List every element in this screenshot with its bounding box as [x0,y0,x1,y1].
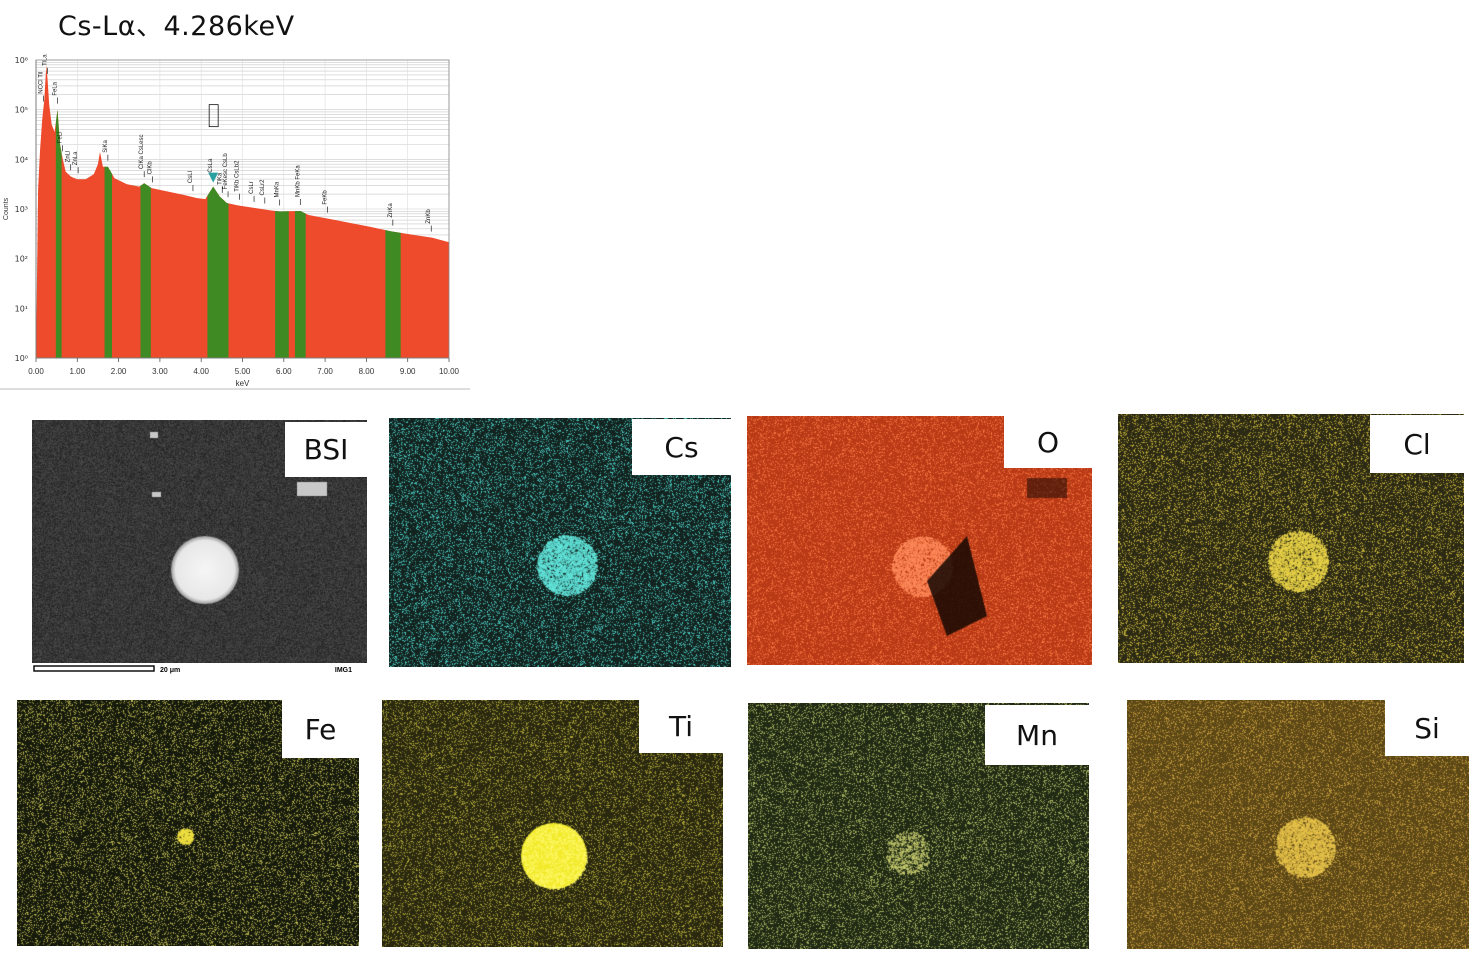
image-id-text: IMG1 [335,667,352,674]
x-tick-label: 1.00 [70,367,86,376]
y-tick-label: 10⁶ [15,56,28,65]
map-tile-si: Si [1127,700,1469,949]
x-tick-label: 4.00 [193,367,209,376]
map-label: Cl [1370,415,1464,473]
scale-bar: 20 μm IMG1 [33,665,352,674]
peak-label: FeKesc CsLb [223,153,229,190]
peak-label: ZnLa [73,151,79,165]
x-tick-label: 3.00 [152,367,168,376]
map-label: BSI [285,422,367,477]
peak-label: ZnKa [388,203,394,218]
peak-label: ClKa CsLesc [139,134,145,169]
peak-label: FeLl [57,132,63,144]
map-tile-o: O [747,416,1092,665]
peak-label: FeLa [52,81,58,95]
map-label: Ti [639,700,723,753]
map-label: Mn [985,705,1089,765]
scale-bar-text: 20 μm [160,667,180,674]
spectrum-area [36,65,449,358]
map-tile-cl: Cl [1118,414,1464,663]
peak-label: TiKa [217,172,223,185]
map-label: O [1004,416,1092,468]
page-title: Cs-Lα、4.286keV [58,11,295,42]
roi-band [140,65,151,358]
map-tile-ti: Ti [382,700,723,947]
peak-label: CsLl [188,171,194,183]
x-tick-label: 7.00 [317,367,333,376]
map-tile-fe: Fe [17,700,359,946]
x-tick-label: 9.00 [400,367,416,376]
y-tick-label: 10¹ [15,304,28,313]
map-label: Cs [632,419,731,475]
y-axis-label: Counts [3,197,10,220]
peak-label: SiKa [103,139,109,152]
y-tick-label: 10⁴ [15,155,28,164]
x-tick-label: 5.00 [235,367,251,376]
roi-band [55,65,62,358]
peak-label: ZnLl [66,151,72,163]
x-tick-label: 6.00 [276,367,292,376]
peak-label: CsLa [208,158,214,173]
selected-peak-marker [208,172,219,183]
map-label: Si [1385,700,1469,756]
peak-label: MnKb FeKa [295,165,301,197]
x-tick-label: 2.00 [111,367,127,376]
peak-label: MnKa [275,181,281,197]
tick-labels: 0.00 1.00 2.00 3.00 4.00 5.00 6.00 7.00 8.00 9.00… [0,56,470,390]
map-label: Fe [282,700,359,758]
map-tile-mn: Mn [748,703,1089,949]
x-axis-label: keV [236,379,250,388]
peak-label: TiKb CsLb2 [235,160,241,192]
peak-label: CsLr [249,181,255,194]
peak-label: NCCl Til [38,72,44,94]
y-tick-label: 10⁵ [15,106,28,115]
selected-peak-box [208,104,219,128]
y-tick-label: 10⁰ [15,354,28,363]
peak-label: ClKb [147,161,153,175]
peak-label: ZnKb [426,209,432,224]
peak-label: CsLr2 [260,179,266,196]
y-tick-label: 10² [15,255,28,264]
map-tile-bsi: BSI [32,420,367,663]
map-tile-cs: Cs [389,418,731,667]
y-tick-label: 10³ [15,205,28,214]
peak-label: FeKb [323,190,329,205]
x-tick-label: 10.00 [439,367,460,376]
x-tick-label: 0.00 [28,367,44,376]
x-tick-label: 8.00 [359,367,375,376]
roi-band [104,65,112,358]
roi-band [294,65,306,358]
